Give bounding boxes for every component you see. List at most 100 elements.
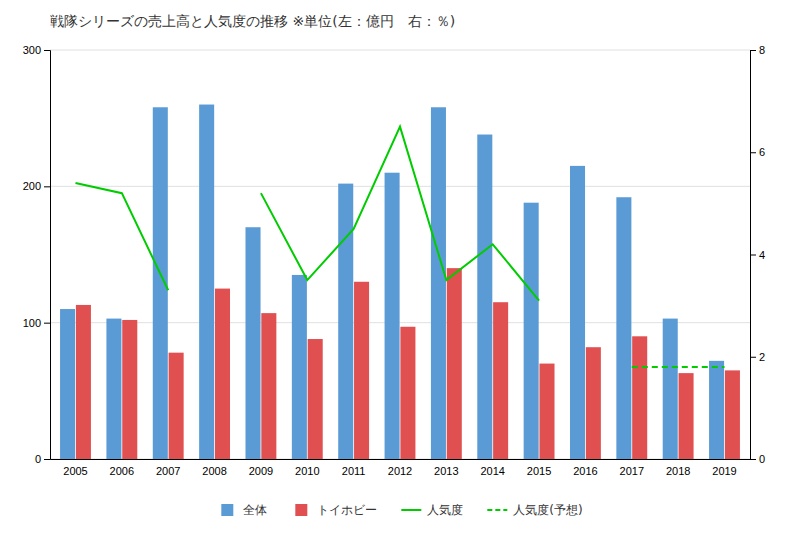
axis-line <box>44 51 51 460</box>
chart: 戦隊シリーズの売上高と人気度の推移 ※単位(左：億円 右：％)200520062… <box>0 0 800 534</box>
tick: 100 <box>23 317 50 329</box>
bar <box>616 197 631 459</box>
tick-label: 2013 <box>434 465 458 477</box>
legend-item: トイホビー <box>295 503 377 517</box>
tick: 4 <box>750 249 765 261</box>
tick-label: 2017 <box>620 465 644 477</box>
tick: 0 <box>35 453 50 465</box>
legend-label: 人気度 <box>427 503 463 517</box>
tick: 2 <box>750 351 765 363</box>
y-axis: 0 100 200 300 <box>23 44 51 465</box>
bar <box>308 339 323 459</box>
legend-swatch <box>487 509 507 511</box>
legend: 全体 トイホビー 人気度 人気度(予想) <box>221 503 582 517</box>
bar <box>338 184 353 459</box>
bar <box>199 105 214 459</box>
tick: 0 <box>750 453 765 465</box>
tick-mark <box>44 323 50 324</box>
bar <box>245 227 260 459</box>
bar <box>679 373 694 459</box>
tick: 8 <box>750 44 765 56</box>
bar <box>106 319 121 459</box>
tick: 2015 <box>527 465 551 477</box>
tick-label: 2005 <box>63 465 87 477</box>
tick: 2009 <box>249 465 273 477</box>
tick: 2008 <box>202 465 226 477</box>
y2-axis: 02468 <box>750 44 765 465</box>
tick: 2019 <box>712 465 736 477</box>
tick: 2005 <box>63 465 87 477</box>
tick-mark <box>750 459 756 460</box>
bar <box>570 166 585 459</box>
bar <box>431 107 446 459</box>
tick-label: 2009 <box>249 465 273 477</box>
title: 戦隊シリーズの売上高と人気度の推移 ※単位(左：億円 右：％) <box>50 13 455 29</box>
legend-label: トイホビー <box>317 503 377 517</box>
tick-label: 2015 <box>527 465 551 477</box>
bar <box>76 305 91 459</box>
bar <box>122 320 137 459</box>
tick-label: 2007 <box>156 465 180 477</box>
bar <box>60 309 75 459</box>
bar <box>709 361 724 459</box>
tick: 2010 <box>295 465 319 477</box>
bar <box>586 347 601 459</box>
legend-swatch <box>221 504 233 516</box>
tick-label: 300 <box>23 44 41 56</box>
marks <box>60 105 740 459</box>
tick: 2012 <box>388 465 412 477</box>
x-axis: 2005 2006 2007 2008 2009 2010 2011 2012 2013 2014… <box>51 460 751 477</box>
legend-swatch <box>295 504 307 516</box>
axis-line <box>751 51 757 460</box>
legend-item: 人気度(予想) <box>487 503 582 517</box>
tick: 2013 <box>434 465 458 477</box>
tick-mark <box>44 186 50 187</box>
bar <box>169 353 184 459</box>
bar <box>725 370 740 459</box>
bar <box>663 319 678 459</box>
plot: 2005200620072008200920102011201220132014… <box>23 44 765 477</box>
tick-label: 2010 <box>295 465 319 477</box>
line <box>632 366 725 368</box>
bar <box>539 364 554 459</box>
bar <box>261 313 276 459</box>
tick-label: 0 <box>759 453 765 465</box>
tick-label: 0 <box>35 453 41 465</box>
tick-label: 2014 <box>480 465 504 477</box>
tick-label: 100 <box>23 317 41 329</box>
tick: 2017 <box>620 465 644 477</box>
legend-item: 人気度 <box>401 503 463 517</box>
legend-label: 人気度(予想) <box>513 503 582 517</box>
tick-mark <box>750 50 756 51</box>
tick: 2006 <box>110 465 134 477</box>
tick-mark <box>44 50 50 51</box>
tick-label: 2006 <box>110 465 134 477</box>
bar <box>493 302 508 459</box>
bar <box>385 173 400 459</box>
legend-label: 全体 <box>243 503 267 517</box>
tick-label: 2019 <box>712 465 736 477</box>
tick: 2007 <box>156 465 180 477</box>
tick: 2018 <box>666 465 690 477</box>
tick-label: 8 <box>759 44 765 56</box>
tick: 200 <box>23 180 50 192</box>
tick-label: 2008 <box>202 465 226 477</box>
legend-item: 全体 <box>221 503 267 517</box>
bar <box>215 289 230 459</box>
tick-mark <box>750 152 756 153</box>
tick-label: 2018 <box>666 465 690 477</box>
bar <box>354 282 369 459</box>
tick-label: 2012 <box>388 465 412 477</box>
tick-label: 2016 <box>573 465 597 477</box>
bar <box>524 203 539 459</box>
grid-line <box>50 50 750 51</box>
tick-label: 2011 <box>342 465 366 477</box>
bar-series <box>76 268 740 459</box>
tick: 2011 <box>342 465 366 477</box>
tick: 2014 <box>480 465 504 477</box>
grid <box>50 50 750 459</box>
line <box>75 127 539 301</box>
legend-swatch <box>401 509 421 511</box>
tick-label: 200 <box>23 180 41 192</box>
tick-label: 4 <box>759 249 765 261</box>
